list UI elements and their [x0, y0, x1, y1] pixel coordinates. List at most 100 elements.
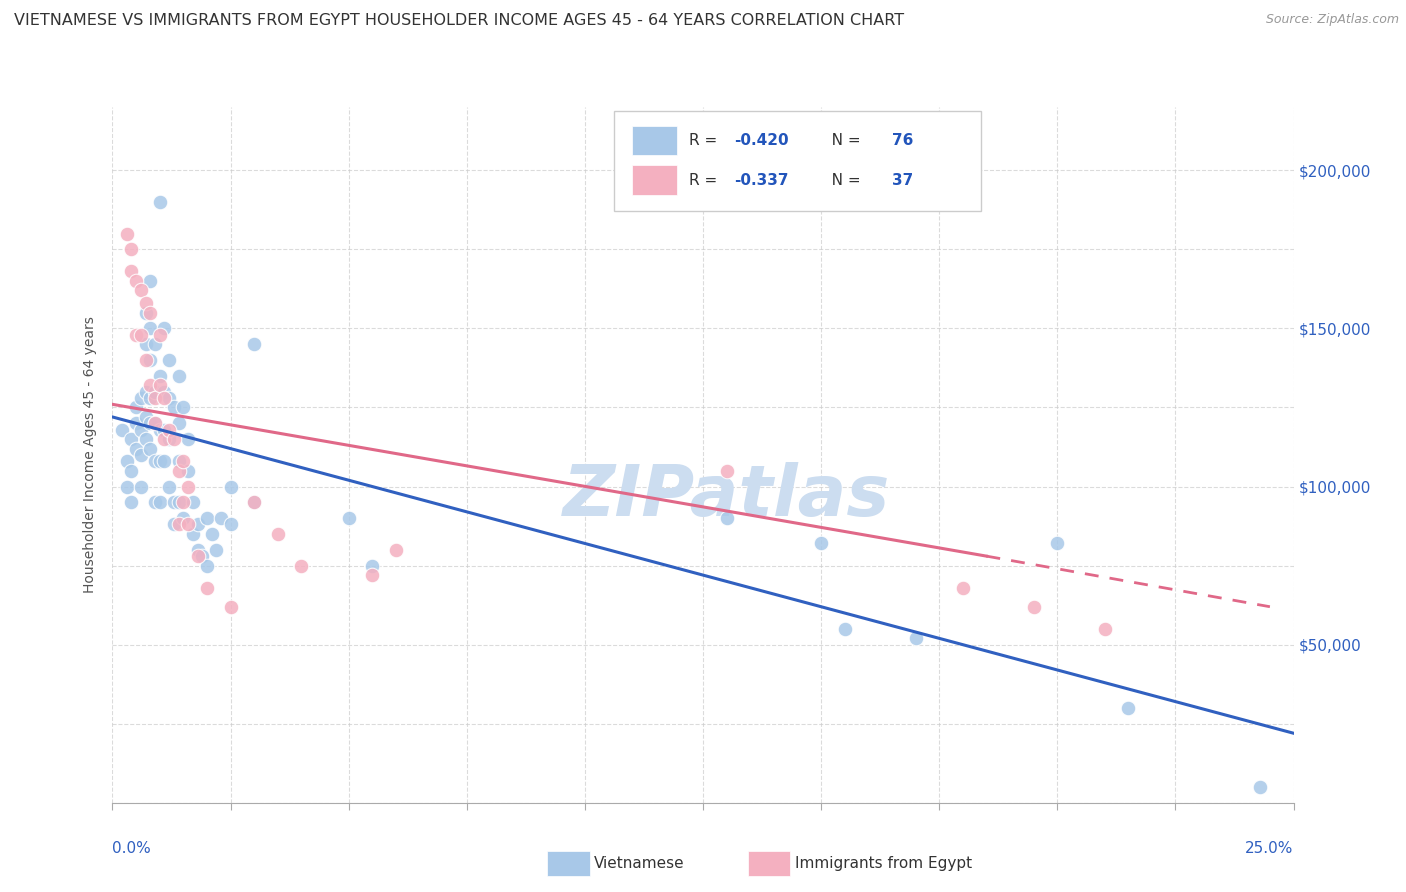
Point: [205, 542, 228, 557]
Point: [153, 321, 176, 335]
Point: [201, 527, 224, 541]
Text: VIETNAMESE VS IMMIGRANTS FROM EGYPT HOUSEHOLDER INCOME AGES 45 - 64 YEARS CORREL: VIETNAMESE VS IMMIGRANTS FROM EGYPT HOUS…: [14, 13, 904, 29]
Point: [195, 581, 218, 595]
Y-axis label: Householder Income Ages 45 - 64 years: Householder Income Ages 45 - 64 years: [83, 317, 97, 593]
Point: [129, 327, 152, 342]
Point: [135, 337, 157, 351]
Point: [904, 632, 927, 646]
Point: [167, 368, 190, 383]
Point: [716, 511, 738, 525]
Point: [834, 622, 856, 636]
FancyBboxPatch shape: [633, 126, 678, 155]
Point: [167, 454, 190, 468]
Point: [186, 549, 208, 563]
Point: [143, 454, 166, 468]
Point: [361, 568, 384, 582]
Point: [385, 542, 408, 557]
Point: [267, 527, 290, 541]
Point: [143, 384, 166, 399]
Point: [111, 423, 134, 437]
Point: [209, 511, 232, 525]
Point: [139, 442, 162, 456]
Text: 25.0%: 25.0%: [1246, 841, 1294, 856]
Point: [177, 479, 200, 493]
FancyBboxPatch shape: [614, 111, 980, 211]
Point: [1022, 599, 1045, 614]
Point: [125, 401, 148, 415]
Point: [129, 479, 152, 493]
Point: [120, 432, 142, 446]
Point: [120, 464, 142, 478]
Point: [219, 599, 242, 614]
Point: [167, 464, 190, 478]
Point: [139, 274, 162, 288]
Point: [143, 417, 166, 431]
Point: [149, 454, 172, 468]
Point: [129, 448, 152, 462]
Point: [139, 391, 162, 405]
Point: [243, 337, 266, 351]
Point: [135, 409, 157, 424]
Point: [153, 423, 176, 437]
Text: ZIPatlas: ZIPatlas: [562, 462, 890, 531]
Point: [163, 432, 186, 446]
Point: [129, 391, 152, 405]
Point: [129, 284, 152, 298]
Text: N =: N =: [817, 133, 865, 148]
Point: [120, 495, 142, 509]
Point: [135, 384, 157, 399]
Point: [149, 378, 172, 392]
Point: [177, 432, 200, 446]
Text: 0.0%: 0.0%: [112, 841, 152, 856]
Text: 37: 37: [893, 172, 914, 187]
Point: [143, 337, 166, 351]
Point: [143, 391, 166, 405]
Point: [1046, 536, 1069, 550]
Point: [125, 417, 148, 431]
Text: Vietnamese: Vietnamese: [595, 855, 685, 871]
Point: [149, 194, 172, 209]
Point: [139, 321, 162, 335]
Point: [172, 401, 194, 415]
Point: [952, 581, 974, 595]
Point: [153, 432, 176, 446]
Point: [115, 479, 138, 493]
Point: [191, 549, 214, 563]
Point: [125, 327, 148, 342]
Point: [115, 454, 138, 468]
Point: [120, 264, 142, 278]
FancyBboxPatch shape: [547, 851, 589, 876]
Point: [163, 517, 186, 532]
Point: [1116, 701, 1139, 715]
Point: [172, 454, 194, 468]
Point: [115, 227, 138, 241]
Point: [219, 517, 242, 532]
Point: [195, 511, 218, 525]
Point: [1249, 780, 1271, 794]
Point: [172, 495, 194, 509]
Point: [149, 423, 172, 437]
Point: [139, 378, 162, 392]
Point: [167, 495, 190, 509]
Point: [157, 479, 180, 493]
Point: [167, 417, 190, 431]
Point: [186, 517, 208, 532]
Point: [139, 353, 162, 368]
Point: [149, 327, 172, 342]
Text: -0.420: -0.420: [734, 133, 789, 148]
Point: [135, 353, 157, 368]
Point: [149, 495, 172, 509]
Point: [219, 479, 242, 493]
FancyBboxPatch shape: [633, 166, 678, 194]
Point: [361, 558, 384, 573]
Point: [1094, 622, 1116, 636]
Point: [125, 274, 148, 288]
Point: [129, 423, 152, 437]
Point: [195, 558, 218, 573]
Point: [139, 305, 162, 319]
Point: [810, 536, 832, 550]
Point: [243, 495, 266, 509]
Point: [163, 495, 186, 509]
Text: R =: R =: [689, 172, 723, 187]
Point: [181, 527, 204, 541]
